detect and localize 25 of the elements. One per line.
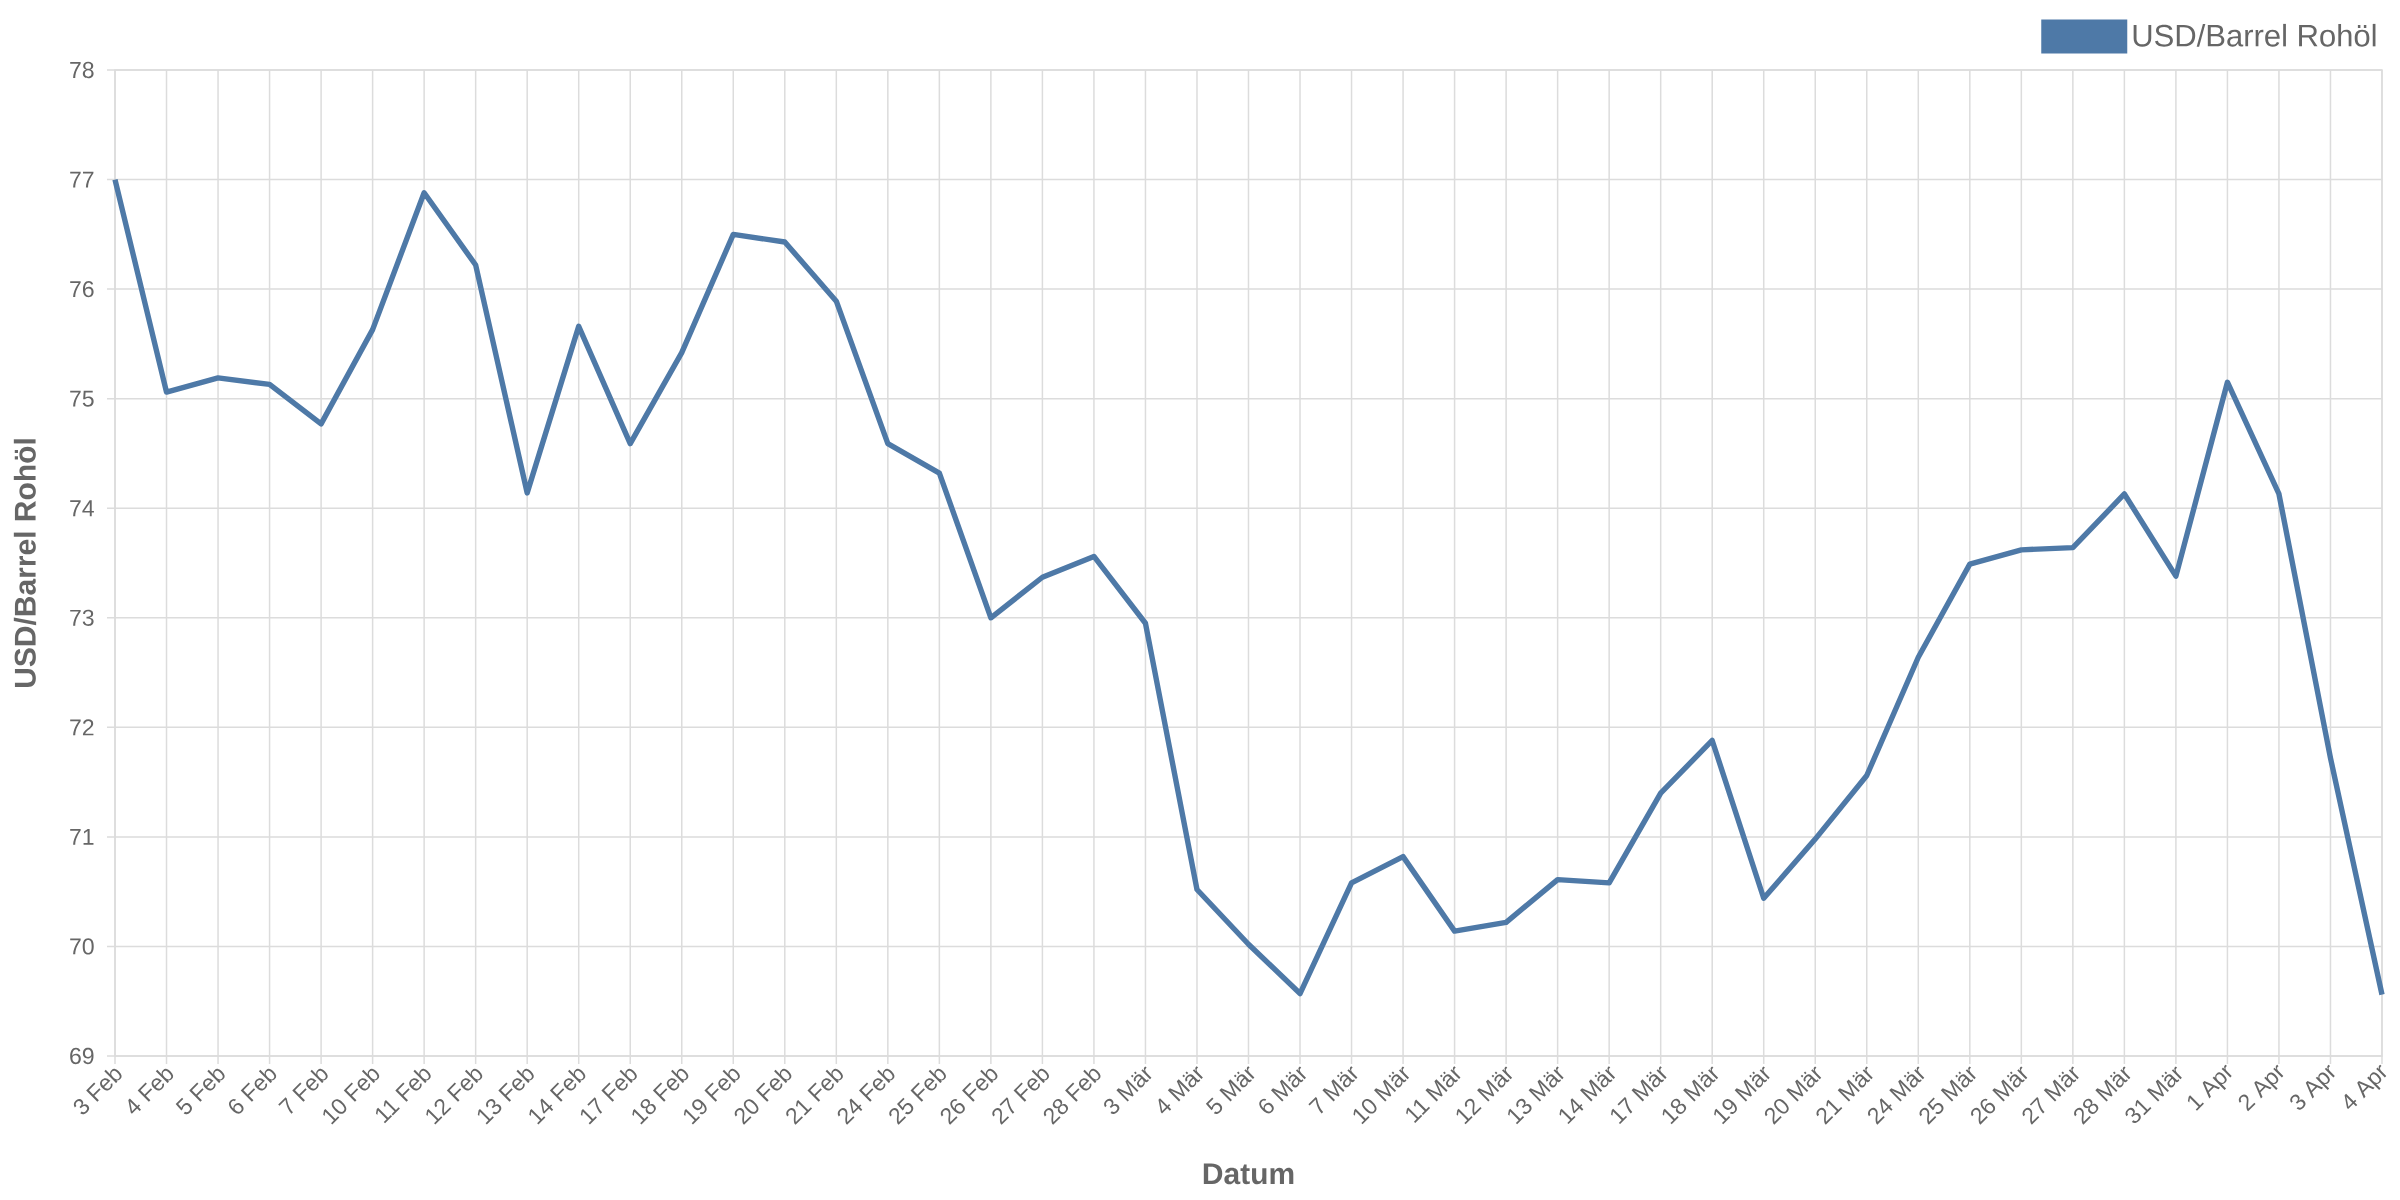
y-tick-label: 75	[70, 390, 94, 407]
y-tick-label: 73	[70, 609, 94, 626]
x-tick-label: 6 Feb	[229, 1068, 277, 1114]
x-tick-label: 4 Mär	[1158, 1066, 1203, 1114]
x-tick-label: 5 Mär	[1205, 1066, 1255, 1114]
x-tick-label: 5 Feb	[175, 1068, 225, 1115]
y-tick-label: 76	[70, 280, 94, 298]
x-tick-label: 2 Apr	[2238, 1064, 2284, 1112]
x-tick-label: 6 Mär	[1259, 1066, 1306, 1114]
y-axis-title: USD/Barrel Rohöl	[13, 439, 37, 688]
y-tick-label: 78	[70, 61, 94, 79]
legend-label: USD/Barrel Rohöl	[2133, 23, 2376, 47]
x-tick-label: 1 Apr	[2187, 1064, 2232, 1111]
x-tick-label: 4 Apr	[2344, 1064, 2387, 1110]
x-tick-label: 3 Feb	[73, 1068, 122, 1115]
y-tick-label: 69	[70, 1047, 94, 1065]
y-tick-label: 77	[70, 171, 94, 188]
y-tick-label: 71	[70, 828, 94, 845]
y-tick-label: 72	[70, 719, 94, 736]
x-axis-title: Datum	[1203, 1163, 1294, 1185]
y-tick-label: 74	[70, 500, 94, 517]
x-tick-label: 3 Apr	[2290, 1064, 2335, 1110]
y-tick-label: 70	[70, 938, 94, 955]
x-tick-label: 4 Feb	[128, 1068, 174, 1114]
x-tick-label: 3 Mär	[1104, 1066, 1152, 1115]
